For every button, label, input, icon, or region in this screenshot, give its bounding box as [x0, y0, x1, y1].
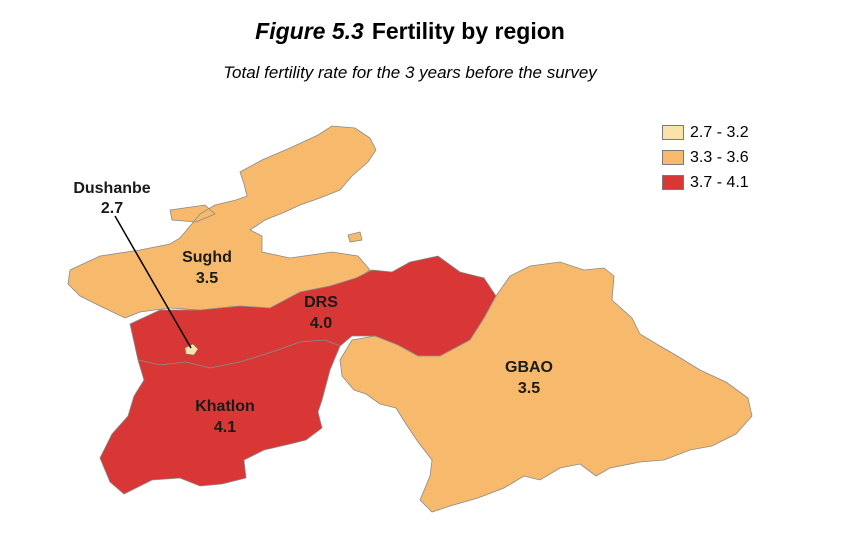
legend-swatch [662, 150, 684, 165]
legend-item: 3.7 - 4.1 [662, 170, 749, 195]
legend-label: 2.7 - 3.2 [690, 123, 749, 141]
legend-swatch [662, 125, 684, 140]
label-dushanbe-value: 2.7 [101, 200, 123, 217]
figure-subtitle: Total fertility rate for the 3 years bef… [223, 63, 597, 82]
legend-swatch [662, 175, 684, 190]
figure-title-text: Fertility by region [371, 18, 565, 44]
map-legend: 2.7 - 3.2 3.3 - 3.6 3.7 - 4.1 [662, 120, 749, 195]
legend-item: 3.3 - 3.6 [662, 145, 749, 170]
region-gbao [339, 261, 753, 513]
label-gbao-value: 3.5 [518, 380, 540, 397]
dushanbe-leader-line [114, 215, 192, 349]
figure-number: Figure 5.3 [255, 18, 364, 44]
legend-label: 3.7 - 4.1 [690, 173, 749, 191]
label-sughd-name: Sughd [182, 249, 232, 266]
label-dushanbe-name: Dushanbe [73, 180, 150, 197]
legend-item: 2.7 - 3.2 [662, 120, 749, 145]
label-drs-value: 4.0 [310, 315, 332, 332]
legend-label: 3.3 - 3.6 [690, 148, 749, 166]
label-gbao-name: GBAO [505, 359, 553, 376]
figure-title: Figure 5.3 Fertility by region [0, 18, 820, 45]
region-khatlon [99, 339, 341, 495]
label-khatlon-name: Khatlon [195, 398, 255, 415]
label-sughd-value: 3.5 [196, 270, 218, 287]
region-dushanbe [184, 343, 199, 356]
label-drs-name: DRS [304, 294, 338, 311]
label-khatlon-value: 4.1 [214, 419, 236, 436]
